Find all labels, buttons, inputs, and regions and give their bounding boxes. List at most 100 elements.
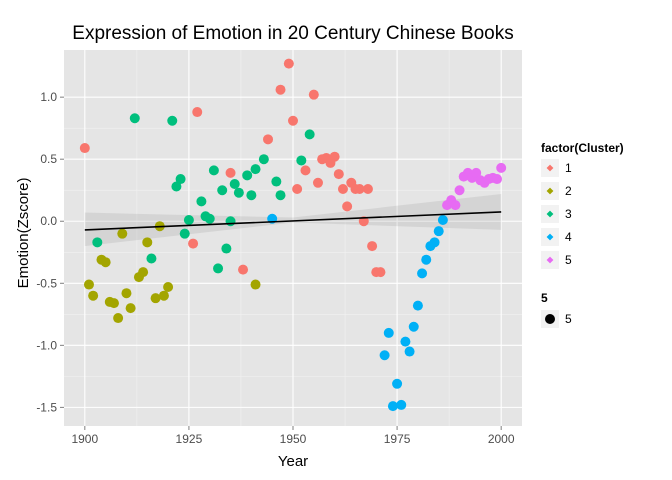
- data-point-cluster-3: [271, 176, 282, 187]
- data-point-cluster-3: [217, 185, 228, 196]
- data-point-cluster-5: [492, 174, 503, 185]
- data-point-cluster-1: [333, 169, 344, 180]
- legend: factor(Cluster) 1 2 3 4 5 5 5: [541, 141, 624, 328]
- data-point-cluster-2: [158, 290, 169, 301]
- data-point-cluster-4: [404, 346, 415, 357]
- data-point-cluster-5: [496, 162, 507, 173]
- x-tick-label: 1975: [384, 432, 411, 446]
- legend-label-cluster-2: 2: [565, 184, 572, 198]
- data-point-cluster-3: [179, 228, 190, 239]
- data-point-cluster-4: [400, 336, 411, 347]
- data-point-cluster-1: [342, 201, 353, 212]
- x-tick-label: 1900: [71, 432, 98, 446]
- data-point-cluster-2: [250, 279, 261, 290]
- data-point-cluster-3: [146, 253, 157, 264]
- data-point-cluster-1: [375, 267, 386, 278]
- data-point-cluster-4: [412, 300, 423, 311]
- data-point-cluster-1: [79, 143, 90, 154]
- legend-key-icon: [546, 187, 554, 195]
- trend-line: [84, 211, 502, 231]
- legend-label-cluster-5: 5: [565, 253, 572, 267]
- data-point-cluster-4: [392, 378, 403, 389]
- data-point-cluster-3: [213, 263, 224, 274]
- data-point-cluster-2: [163, 282, 174, 293]
- data-point-cluster-3: [92, 237, 103, 248]
- y-axis-title: Emotion(Zscore): [15, 178, 32, 289]
- data-point-cluster-4: [383, 327, 394, 338]
- legend-label-cluster-4: 4: [565, 230, 572, 244]
- size-legend-key-icon: [545, 314, 555, 324]
- data-point-cluster-3: [171, 181, 182, 192]
- y-tick-label: -1.5: [36, 400, 57, 414]
- data-point-cluster-2: [121, 288, 132, 299]
- data-point-cluster-1: [188, 238, 199, 249]
- y-tick-label: -1.0: [36, 338, 57, 352]
- y-tick-label: 0.5: [40, 152, 57, 166]
- legend-items: 1 2 3 4 5: [541, 159, 572, 269]
- data-point-cluster-1: [275, 84, 286, 95]
- data-point-cluster-1: [283, 58, 294, 69]
- data-point-cluster-2: [100, 257, 111, 268]
- data-point-cluster-3: [208, 165, 219, 176]
- legend-key-icon: [546, 164, 554, 172]
- data-point-cluster-3: [233, 187, 244, 198]
- data-point-cluster-1: [288, 115, 298, 126]
- legend-key-icon: [546, 256, 554, 264]
- y-tick-label: 1.0: [40, 90, 57, 104]
- data-point-cluster-3: [258, 154, 269, 165]
- data-point-cluster-2: [83, 279, 94, 290]
- data-point-cluster-3: [225, 216, 236, 227]
- data-point-cluster-1: [329, 151, 340, 162]
- data-point-cluster-1: [192, 107, 203, 118]
- data-point-cluster-3: [246, 190, 257, 201]
- data-point-cluster-1: [362, 183, 373, 194]
- data-point-cluster-3: [204, 213, 215, 224]
- data-point-cluster-2: [125, 303, 136, 314]
- data-point-cluster-2: [88, 290, 99, 301]
- x-axis-ticks: 1900 1925 1950 1975 2000: [71, 426, 515, 446]
- x-tick-label: 1950: [280, 432, 307, 446]
- data-point-cluster-3: [129, 113, 140, 124]
- data-point-cluster-5: [471, 167, 482, 178]
- data-point-cluster-3: [304, 129, 315, 140]
- data-point-cluster-2: [108, 298, 119, 309]
- data-point-cluster-3: [250, 164, 261, 175]
- data-point-cluster-4: [417, 268, 428, 279]
- data-point-cluster-4: [387, 401, 398, 412]
- data-point-cluster-2: [117, 228, 128, 239]
- data-point-cluster-3: [296, 155, 307, 166]
- legend-label-cluster-1: 1: [565, 161, 572, 175]
- data-point-cluster-1: [238, 264, 249, 275]
- y-axis-ticks: -1.5 -1.0 -0.5 0.0 0.5 1.0: [36, 90, 64, 414]
- data-point-cluster-1: [292, 183, 303, 194]
- trend-layer: [84, 211, 502, 231]
- y-tick-label: -0.5: [36, 276, 57, 290]
- data-point-cluster-3: [167, 115, 178, 126]
- legend-label-cluster-3: 3: [565, 207, 572, 221]
- data-point-cluster-3: [275, 190, 286, 201]
- data-point-cluster-2: [150, 293, 161, 304]
- data-point-cluster-2: [138, 267, 149, 278]
- legend-key-icon: [546, 210, 554, 218]
- data-point-cluster-3: [242, 170, 253, 181]
- data-point-cluster-5: [450, 200, 461, 211]
- data-point-cluster-4: [437, 215, 448, 226]
- data-point-cluster-5: [454, 185, 465, 196]
- data-point-cluster-4: [421, 254, 432, 265]
- data-point-cluster-3: [183, 215, 194, 226]
- data-point-cluster-1: [225, 167, 236, 178]
- data-point-cluster-4: [408, 321, 419, 332]
- data-point-cluster-4: [429, 237, 440, 248]
- data-point-cluster-4: [379, 350, 390, 361]
- data-point-cluster-1: [367, 241, 378, 252]
- legend-key-icon: [546, 233, 554, 241]
- data-point-cluster-4: [396, 399, 407, 410]
- data-point-cluster-1: [263, 134, 274, 145]
- data-point-cluster-1: [337, 183, 348, 194]
- data-point-cluster-2: [113, 313, 124, 324]
- legend-title: factor(Cluster): [541, 141, 624, 155]
- data-point-cluster-3: [229, 179, 240, 190]
- y-tick-label: 0.0: [40, 214, 57, 228]
- data-point-cluster-1: [312, 177, 323, 188]
